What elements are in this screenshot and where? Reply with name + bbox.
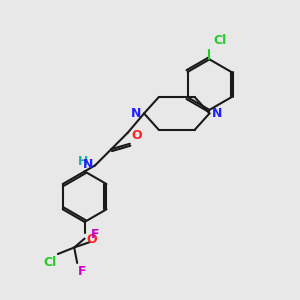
Text: O: O — [131, 129, 142, 142]
Text: O: O — [86, 233, 97, 246]
Text: N: N — [83, 158, 94, 171]
Text: N: N — [212, 107, 222, 120]
Text: N: N — [131, 107, 142, 120]
Text: F: F — [91, 228, 99, 241]
Text: F: F — [78, 265, 87, 278]
Text: Cl: Cl — [213, 34, 226, 47]
Text: H: H — [78, 155, 88, 168]
Text: Cl: Cl — [44, 256, 57, 269]
